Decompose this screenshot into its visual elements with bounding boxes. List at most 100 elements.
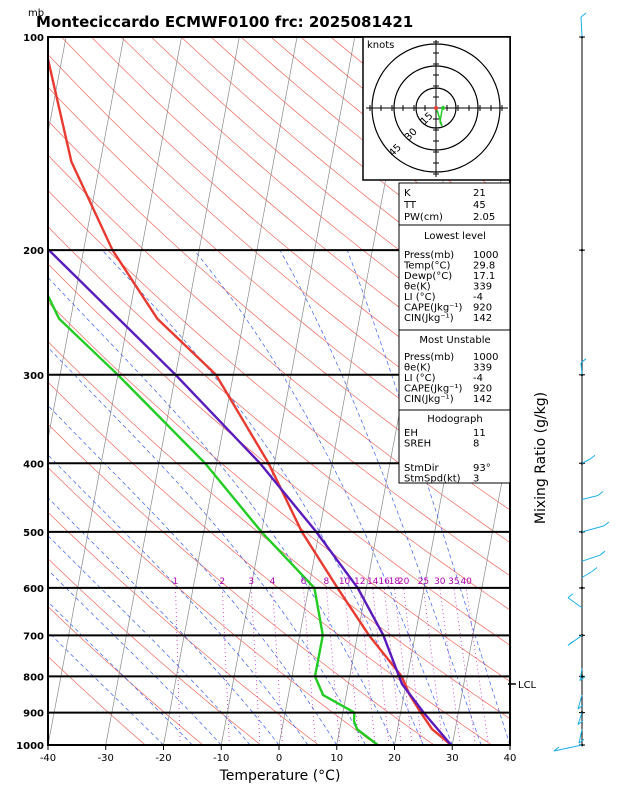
mixing-ratio-line	[453, 587, 476, 745]
isotherm	[220, 37, 356, 745]
x-tick-label: 0	[276, 753, 282, 764]
x-tick-label: 20	[388, 753, 401, 764]
unstable-row-label: CIN(Jkg⁻¹)	[404, 394, 454, 405]
mixing-ratio-label: 18	[389, 577, 401, 587]
mixing-ratio-label: 2	[219, 577, 225, 587]
mixing-ratio-label: 10	[339, 577, 351, 587]
pw-index-value: 2.05	[473, 212, 495, 223]
hodograph-row-label: EH	[404, 428, 418, 439]
temperature-profile	[48, 53, 452, 745]
mixing-ratio-label: 14	[367, 577, 379, 587]
mixing-ratio-line	[250, 587, 261, 745]
wind-barb-feather	[603, 521, 610, 527]
hodograph-trace	[436, 109, 443, 127]
wind-barb	[567, 597, 583, 609]
wind-barb-feather	[553, 746, 560, 752]
mixing-ratio-label: 1	[173, 577, 179, 587]
unstable-row-label: LI (°C)	[404, 373, 436, 384]
unstable-row-label: θe(K)	[404, 363, 431, 374]
wind-barb-feather	[597, 491, 604, 496]
isotherm	[105, 37, 240, 745]
wind-barb	[553, 744, 583, 752]
dry-adiabat	[91, 37, 510, 389]
hodograph-row-label: SREH	[404, 439, 431, 450]
dry-adiabat	[48, 301, 510, 682]
lowest-row-label: Press(mb)	[404, 250, 454, 261]
wind-barb	[579, 668, 583, 681]
dry-adiabat	[48, 606, 204, 745]
mixing-ratio-label: 20	[398, 577, 410, 587]
moist-adiabat	[48, 277, 395, 745]
indices-table: K 21 TT 45 PW(cm) 2.05 Lowest level Press(mb) 10…	[398, 182, 511, 485]
wind-barbs	[553, 12, 610, 752]
mixing-ratio-line	[326, 587, 341, 745]
barb-dot	[580, 248, 584, 252]
mixing-ratio-label: 40	[460, 577, 472, 587]
chart-title: Monteciccardo ECMWF0100 frc: 2025081421	[36, 13, 413, 31]
unstable-row-value: 142	[473, 394, 492, 405]
moist-adiabat	[48, 569, 222, 745]
lowest-row-value: -4	[473, 292, 483, 303]
wind-barb	[578, 729, 583, 744]
lowest-row-value: 17.1	[473, 271, 495, 282]
wind-barb	[577, 712, 583, 725]
moist-adiabat	[48, 346, 366, 745]
wind-barb-feather	[580, 358, 587, 364]
lcl-label: LCL	[518, 680, 537, 691]
moist-adiabat	[279, 249, 482, 745]
mixing-ratio-label: 6	[301, 577, 307, 587]
wind-barb-feather	[591, 567, 598, 572]
barb-dot	[580, 586, 584, 590]
wind-barb	[577, 694, 583, 710]
wind-barb-feather	[577, 704, 584, 710]
k-index-value: 21	[473, 188, 486, 199]
dry-adiabat	[48, 189, 510, 577]
x-axis-label: Temperature (°C)	[219, 768, 341, 784]
mixing-ratio-label: 8	[324, 577, 330, 587]
moist-adiabat	[48, 497, 280, 745]
lowest-row-label: LI (°C)	[404, 292, 436, 303]
tt-index-label: TT	[403, 200, 417, 211]
mixing-ratio-line	[175, 587, 181, 745]
wind-barb	[581, 525, 605, 533]
lowest-row-value: 1000	[473, 250, 498, 261]
x-tick-label: -20	[155, 753, 171, 764]
moist-adiabat	[48, 631, 164, 745]
wind-barb	[581, 458, 591, 464]
pressure-tick-label: 100	[23, 33, 44, 44]
pressure-tick-label: 900	[23, 709, 44, 720]
dry-adiabat	[48, 120, 510, 511]
barb-dot	[580, 373, 584, 377]
dry-adiabat	[48, 655, 146, 745]
pressure-tick-label: 400	[23, 459, 44, 470]
lowest-row-value: 920	[473, 303, 492, 314]
pw-index-label: PW(cm)	[404, 212, 443, 223]
hodograph-row-value: 8	[473, 439, 479, 450]
wind-barb-feather	[577, 720, 584, 725]
hodograph-units: knots	[367, 40, 394, 51]
unstable-row-value: 1000	[473, 352, 498, 363]
lowest-row-label: Temp(°C)	[403, 261, 451, 272]
mixing-ratio-line	[272, 587, 283, 745]
x-tick-label: 40	[504, 753, 517, 764]
wind-barb	[581, 554, 601, 562]
unstable-row-label: CAPE(Jkg⁻¹)	[404, 384, 462, 395]
lowest-row-value: 29.8	[473, 261, 495, 272]
mixing-ratio-line	[303, 587, 316, 745]
pressure-tick-label: 1000	[16, 741, 44, 752]
dry-adiabat	[48, 53, 510, 449]
lowest-level-title: Lowest level	[424, 231, 486, 242]
pressure-tick-label: 700	[23, 631, 44, 642]
hodograph-row-label: StmDir	[404, 463, 439, 474]
storm-motion-marker	[441, 106, 445, 110]
mixing-ratio-label: 12	[354, 577, 365, 587]
pressure-tick-label: 500	[23, 528, 44, 539]
pressure-tick-label: 300	[23, 371, 44, 382]
pressure-tick-label: 600	[23, 584, 44, 595]
wind-barb-feather	[580, 12, 587, 18]
mixing-ratio-line	[403, 587, 423, 745]
wind-barb-feather	[567, 593, 574, 599]
isotherm	[451, 436, 510, 745]
k-index-label: K	[404, 188, 411, 199]
